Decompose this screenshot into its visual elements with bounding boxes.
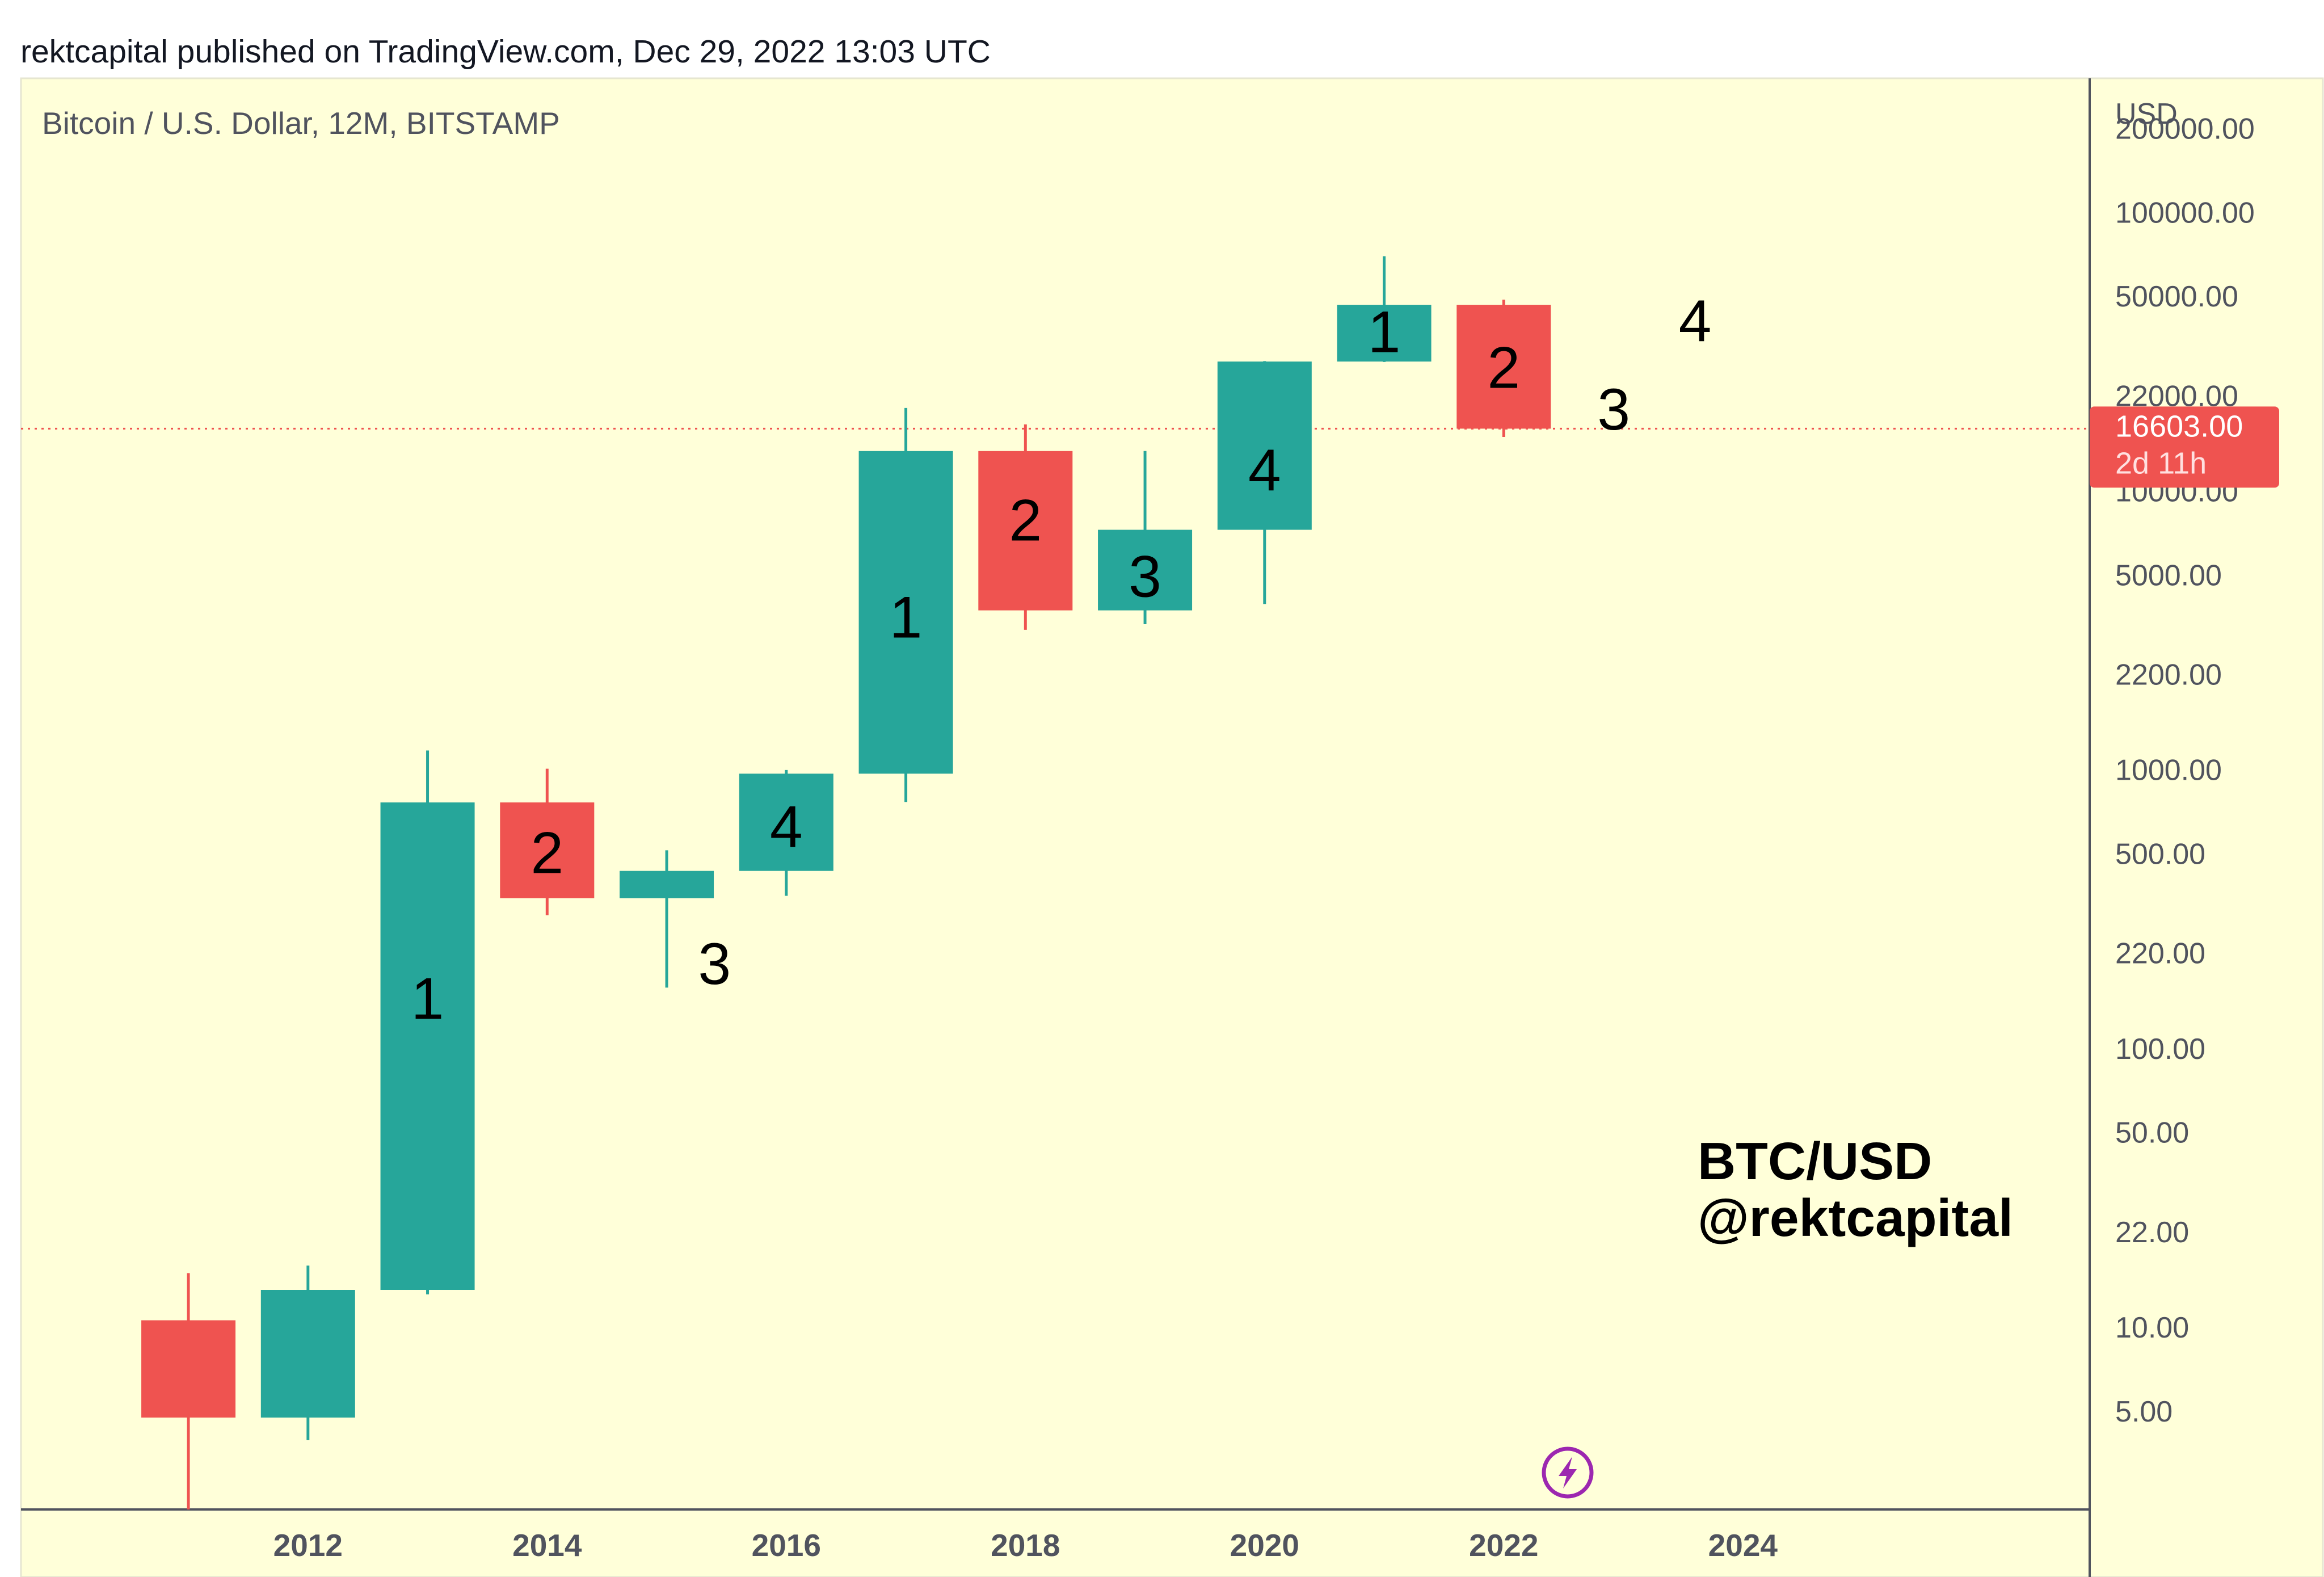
logo-bolt xyxy=(1559,1457,1577,1488)
wave-label: 1 xyxy=(411,966,444,1032)
candle-2020 xyxy=(1217,361,1312,604)
price-tick-label: 100.00 xyxy=(2115,1033,2205,1066)
candle-2022 xyxy=(1456,300,1551,438)
candle-2012 xyxy=(260,1265,355,1440)
year-tick-label: 2014 xyxy=(512,1528,582,1563)
watermark-line-1: BTC/USD xyxy=(1698,1132,1932,1191)
price-badge-countdown: 2d 11h xyxy=(2115,446,2207,480)
candle-2013 xyxy=(380,750,475,1295)
price-tick-label: 220.00 xyxy=(2115,937,2205,970)
year-tick-label: 2024 xyxy=(1708,1528,1778,1563)
price-tick-label: 50000.00 xyxy=(2115,280,2238,313)
price-tick-label: 10.00 xyxy=(2115,1311,2189,1344)
candle-body xyxy=(260,1290,355,1418)
price-scale-labels: 200000.00100000.0050000.0022000.0010000.… xyxy=(2115,112,2255,1428)
candle-2015 xyxy=(620,850,714,988)
watermark: BTC/USD @rektcapital xyxy=(1698,1132,2013,1247)
candle-body xyxy=(1337,305,1432,362)
candle-2019 xyxy=(1098,451,1193,625)
current-price-badge: 16603.00 2d 11h xyxy=(2090,406,2279,488)
price-tick-label: 2200.00 xyxy=(2115,658,2222,691)
wave-label: 4 xyxy=(770,794,803,860)
candle-2016 xyxy=(739,769,833,896)
candle-body xyxy=(620,870,714,898)
candle-2014 xyxy=(500,768,595,915)
candle-body xyxy=(858,451,953,774)
candle-body xyxy=(1098,529,1193,611)
wave-label: 2 xyxy=(1487,335,1520,401)
year-tick-label: 2020 xyxy=(1230,1528,1299,1563)
wave-label: 1 xyxy=(890,584,923,650)
wave-label: 3 xyxy=(698,931,731,997)
price-tick-label: 200000.00 xyxy=(2115,112,2255,145)
candle-2017 xyxy=(858,407,953,802)
candle-body xyxy=(1456,305,1551,429)
candle-body xyxy=(739,773,833,871)
wave-label: 4 xyxy=(1248,438,1281,503)
lightning-bolt-icon[interactable] xyxy=(1542,1446,1594,1499)
price-badge-background xyxy=(2090,406,2279,488)
symbol-label: Bitcoin / U.S. Dollar, 12M, BITSTAMP xyxy=(42,106,560,141)
price-tick-label: 5.00 xyxy=(2115,1395,2173,1428)
price-tick-label: 50.00 xyxy=(2115,1117,2189,1150)
price-tick-label: 1000.00 xyxy=(2115,754,2222,787)
wave-label: 1 xyxy=(1368,299,1401,365)
price-badge-value: 16603.00 xyxy=(2115,409,2243,443)
currency-label: USD xyxy=(2115,98,2178,131)
time-scale-labels: 2012 2014 2016 2018 2020 2022 2024 xyxy=(273,1528,1778,1563)
wave-label: 4 xyxy=(1679,288,1712,354)
candle-body xyxy=(380,802,475,1290)
wave-label: 2 xyxy=(531,821,563,886)
price-tick-label: 500.00 xyxy=(2115,838,2205,871)
year-tick-label: 2016 xyxy=(752,1528,821,1563)
candle-2021 xyxy=(1337,256,1432,362)
wave-label: 2 xyxy=(1009,488,1042,554)
candle-body xyxy=(141,1320,236,1418)
wave-label: 3 xyxy=(1129,544,1161,610)
candle-2018 xyxy=(978,424,1073,630)
year-tick-label: 2018 xyxy=(991,1528,1060,1563)
watermark-line-2: @rektcapital xyxy=(1698,1188,2013,1247)
price-tick-label: 22.00 xyxy=(2115,1216,2189,1249)
candles-group xyxy=(141,256,1551,1509)
plot-border xyxy=(20,77,2324,1577)
logo-circle xyxy=(1542,1446,1594,1499)
plot-background xyxy=(21,78,2323,1577)
price-tick-label: 100000.00 xyxy=(2115,196,2255,229)
candle-body xyxy=(500,802,595,898)
candle-2011 xyxy=(141,1273,236,1509)
wave-label: 3 xyxy=(1597,377,1630,443)
year-tick-label: 2022 xyxy=(1469,1528,1538,1563)
candle-body xyxy=(978,451,1073,611)
publish-info: rektcapital published on TradingView.com… xyxy=(20,33,991,70)
year-tick-label: 2012 xyxy=(273,1528,343,1563)
candle-body xyxy=(1217,361,1312,530)
price-tick-label: 5000.00 xyxy=(2115,559,2222,592)
